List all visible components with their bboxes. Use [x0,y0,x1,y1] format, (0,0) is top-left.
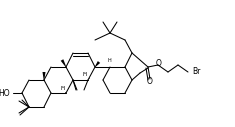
Text: H̄: H̄ [83,72,87,76]
Text: O: O [147,77,153,86]
Text: ·: · [64,88,68,98]
Text: O: O [156,59,162,67]
Polygon shape [43,72,46,80]
Text: HO: HO [0,89,10,98]
Text: Br: Br [192,67,200,76]
Polygon shape [61,59,66,67]
Text: ·: · [87,75,89,84]
Text: H: H [107,58,111,62]
Polygon shape [95,61,100,67]
Text: H̄: H̄ [61,85,65,91]
